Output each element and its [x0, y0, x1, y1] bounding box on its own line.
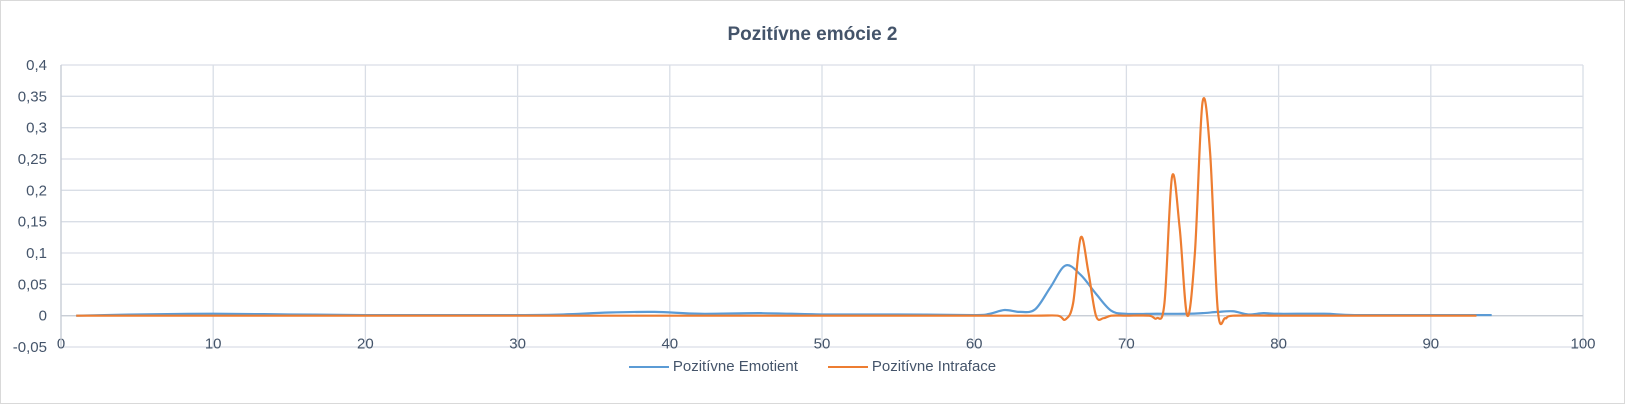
- legend-label-emotient: Pozitívne Emotient: [672, 358, 798, 375]
- legend: Pozitívne Emotient Pozitívne Intraface: [0, 358, 1625, 375]
- x-tick-label: 50: [814, 336, 831, 353]
- y-tick-label: 0,25: [18, 151, 47, 168]
- legend-item-intraface: Pozitívne Intraface: [827, 358, 997, 375]
- axes: -0,0500,050,10,150,20,250,30,350,4010203…: [13, 57, 1596, 356]
- legend-swatch-intraface: [827, 365, 868, 368]
- x-tick-label: 40: [661, 336, 678, 353]
- y-tick-label: 0,3: [26, 120, 47, 137]
- y-tick-label: 0,35: [18, 88, 47, 105]
- chart-title: Pozitívne emócie 2: [727, 24, 898, 45]
- grid: [60, 64, 1584, 348]
- legend-label-intraface: Pozitívne Intraface: [871, 358, 997, 375]
- x-tick-label: 90: [1422, 336, 1439, 353]
- y-tick-label: 0,2: [26, 182, 47, 199]
- x-tick-label: 60: [966, 336, 983, 353]
- y-tick-label: 0,1: [26, 245, 47, 262]
- y-tick-label: -0,05: [13, 339, 47, 356]
- series-line-1: [76, 96, 1477, 326]
- x-tick-label: 10: [205, 336, 222, 353]
- legend-item-emotient: Pozitívne Emotient: [628, 358, 798, 375]
- series-lines: [76, 96, 1492, 326]
- x-tick-label: 20: [357, 336, 374, 353]
- x-tick-label: 100: [1570, 336, 1595, 353]
- legend-swatch-emotient: [628, 365, 669, 368]
- y-tick-label: 0: [39, 308, 47, 325]
- x-tick-label: 80: [1270, 336, 1287, 353]
- y-tick-label: 0,05: [18, 276, 47, 293]
- x-tick-label: 30: [509, 336, 526, 353]
- y-tick-label: 0,15: [18, 214, 47, 231]
- y-tick-label: 0,4: [26, 57, 47, 74]
- x-tick-label: 70: [1118, 336, 1135, 353]
- series-line-0: [76, 264, 1492, 317]
